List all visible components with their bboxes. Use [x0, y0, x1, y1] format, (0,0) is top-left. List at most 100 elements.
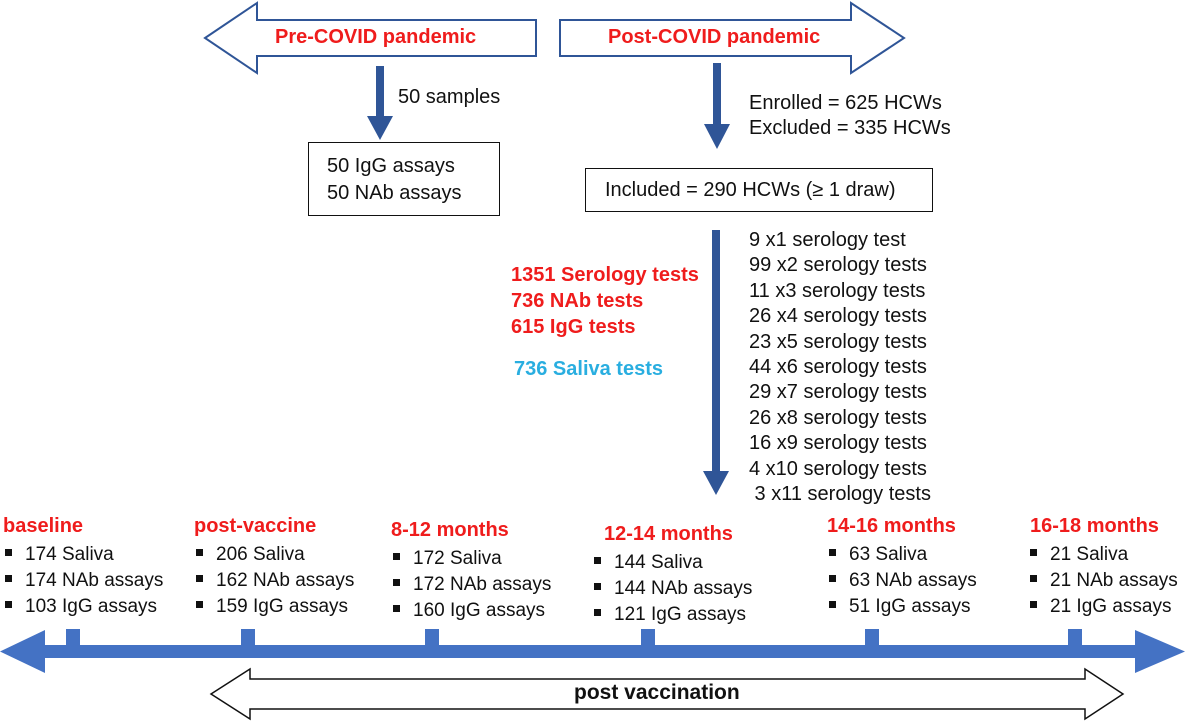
phase-item-text: 144 Saliva	[614, 552, 703, 573]
total-saliva: 736 Saliva tests	[514, 358, 663, 380]
post-covid-label: Post-COVID pandemic	[608, 26, 821, 48]
serology-count-item: 29 x7 serology tests	[749, 381, 927, 404]
phase-item: 21 Saliva	[1030, 542, 1178, 568]
serology-count-item: 23 x5 serology tests	[749, 330, 927, 353]
bullet-icon	[1030, 575, 1037, 583]
included-box: Included = 290 HCWs (≥ 1 draw)	[585, 168, 933, 212]
serology-count-item: 26 x4 serology tests	[749, 305, 927, 328]
pre-covid-arrow-shape	[203, 1, 537, 75]
enrolled-label: Enrolled = 625 HCWs	[749, 92, 942, 114]
phase-title: 14-16 months	[827, 515, 956, 537]
phase-item: 21 NAb assays	[1030, 568, 1178, 594]
bullet-icon	[594, 609, 601, 617]
bullet-icon	[594, 583, 601, 591]
phase-item: 162 NAb assays	[196, 568, 354, 594]
post-enrolled-down-arrow	[704, 63, 730, 149]
pre-samples-label: 50 samples	[398, 86, 501, 108]
phase-item: 172 NAb assays	[393, 572, 551, 598]
serology-count-item: 3 x11 serology tests	[749, 483, 931, 506]
phase-8-12-months: 8-12 months 172 Saliva 172 NAb assays 16…	[391, 519, 551, 624]
serology-count-item: 16 x9 serology tests	[749, 432, 927, 455]
phase-item: 159 IgG assays	[196, 594, 354, 620]
phase-title: baseline	[3, 515, 84, 537]
bullet-icon	[196, 575, 203, 583]
phase-item: 63 Saliva	[829, 542, 977, 568]
timeline	[0, 629, 1185, 673]
phase-item-text: 160 IgG assays	[413, 600, 546, 621]
phase-item-text: 21 IgG assays	[1050, 596, 1172, 617]
bullet-icon	[5, 575, 12, 583]
phase-item-text: 159 IgG assays	[216, 596, 349, 617]
pre-nab-line: 50 NAb assays	[327, 182, 462, 204]
serology-count-item: 9 x1 serology test	[749, 229, 906, 251]
phase-baseline: baseline 174 Saliva 174 NAb assays 103 I…	[3, 515, 163, 620]
bullet-icon	[829, 549, 836, 557]
phase-item: 144 Saliva	[594, 550, 752, 576]
included-label: Included = 290 HCWs (≥ 1 draw)	[605, 179, 896, 201]
phase-item-text: 206 Saliva	[216, 544, 305, 565]
phase-item-text: 103 IgG assays	[25, 596, 158, 617]
pre-down-arrow	[367, 66, 393, 140]
bullet-icon	[196, 549, 203, 557]
serology-count-item: 4 x10 serology tests	[749, 457, 927, 480]
phase-item-text: 162 NAb assays	[216, 570, 355, 591]
post-vaccination-arrow-shape	[209, 667, 1125, 721]
post-covid-arrow-shape	[559, 1, 906, 75]
phase-item-text: 174 Saliva	[25, 544, 114, 565]
phase-item-text: 63 NAb assays	[849, 570, 977, 591]
serology-count-item: 44 x6 serology tests	[749, 356, 927, 379]
phase-item: 174 Saliva	[5, 542, 163, 568]
phase-item: 172 Saliva	[393, 546, 551, 572]
bullet-icon	[829, 575, 836, 583]
phase-item: 103 IgG assays	[5, 594, 163, 620]
post-vaccination-label: post vaccination	[574, 681, 740, 704]
excluded-label: Excluded = 335 HCWs	[749, 117, 951, 139]
phase-12-14-months: 12-14 months 144 Saliva 144 NAb assays 1…	[594, 523, 752, 628]
phase-item-text: 172 Saliva	[413, 548, 502, 569]
phase-item-text: 174 NAb assays	[25, 570, 164, 591]
phase-item: 174 NAb assays	[5, 568, 163, 594]
pre-covid-label: Pre-COVID pandemic	[275, 26, 477, 48]
bullet-icon	[829, 601, 836, 609]
pre-assays-box: 50 IgG assays 50 NAb assays	[308, 142, 500, 216]
phase-item: 21 IgG assays	[1030, 594, 1178, 620]
phase-post-vaccine: post-vaccine 206 Saliva 162 NAb assays 1…	[194, 515, 354, 620]
phase-item: 206 Saliva	[196, 542, 354, 568]
bullet-icon	[5, 549, 12, 557]
phase-title: 16-18 months	[1030, 515, 1159, 537]
pre-igg-line: 50 IgG assays	[327, 155, 455, 177]
bullet-icon	[1030, 549, 1037, 557]
phase-item-text: 121 IgG assays	[614, 604, 747, 625]
bullet-icon	[1030, 601, 1037, 609]
serology-count-item: 11 x3 serology tests	[749, 279, 926, 302]
bullet-icon	[5, 601, 12, 609]
bullet-icon	[196, 601, 203, 609]
phase-title: 12-14 months	[604, 523, 733, 545]
bullet-icon	[393, 579, 400, 587]
phase-item-text: 144 NAb assays	[614, 578, 753, 599]
serology-count-list: 9 x1 serology test 99 x2 serology tests …	[749, 228, 931, 507]
total-nab: 736 NAb tests	[511, 290, 644, 312]
phase-item: 160 IgG assays	[393, 598, 551, 624]
phase-item-text: 172 NAb assays	[413, 574, 552, 595]
phase-item: 121 IgG assays	[594, 602, 752, 628]
serology-count-item: 26 x8 serology tests	[749, 406, 927, 429]
phase-title: 8-12 months	[391, 519, 509, 541]
bullet-icon	[393, 553, 400, 561]
bullet-icon	[393, 605, 400, 613]
serology-count-item: 99 x2 serology tests	[749, 254, 927, 277]
phase-item: 144 NAb assays	[594, 576, 752, 602]
phase-item-text: 21 NAb assays	[1050, 570, 1178, 591]
bullet-icon	[594, 557, 601, 565]
serology-down-arrow	[703, 230, 729, 495]
phase-item-text: 21 Saliva	[1050, 544, 1129, 565]
phase-item: 63 NAb assays	[829, 568, 977, 594]
total-serology: 1351 Serology tests	[511, 264, 699, 286]
phase-16-18-months: 16-18 months 21 Saliva 21 NAb assays 21 …	[1030, 515, 1178, 620]
phase-14-16-months: 14-16 months 63 Saliva 63 NAb assays 51 …	[827, 515, 977, 620]
total-igg: 615 IgG tests	[511, 316, 636, 338]
phase-item: 51 IgG assays	[829, 594, 977, 620]
phase-item-text: 63 Saliva	[849, 544, 928, 565]
